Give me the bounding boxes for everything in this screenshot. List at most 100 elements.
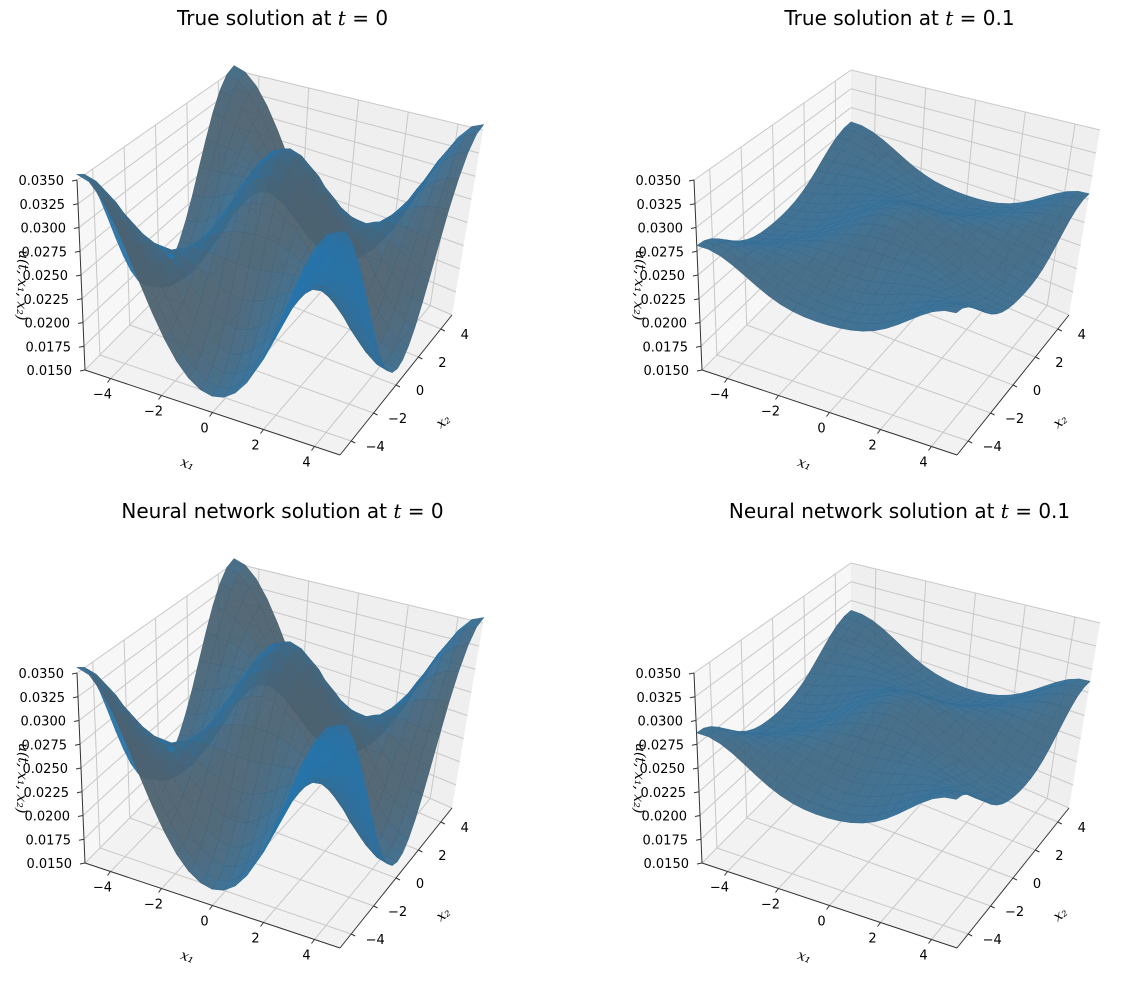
grid-line [77,581,235,698]
title-eq: = [345,6,376,30]
surface [696,121,1090,332]
y-tick [990,412,995,416]
grid-line [850,69,1101,131]
y-tick-label: 2 [438,849,446,864]
x-tick-label: −4 [93,881,112,896]
z-tick-label: 0.0200 [25,810,71,825]
panel-title: True solution at t = 0.1 [617,6,1130,30]
z-tick [695,345,702,348]
x-tick [826,412,830,417]
x-tick-label: 2 [251,932,259,947]
grid-line [694,88,852,205]
x-tick-label: 4 [919,456,927,471]
z-tick-label: 0.0275 [22,245,68,260]
z-tick-label: 0.0275 [22,738,68,753]
z-tick-label: 0.0350 [636,667,682,682]
z-tick [79,862,86,865]
z-tick-label: 0.0250 [640,762,686,777]
grid-line [233,69,484,131]
y-axis-label: x₂ [1050,411,1071,432]
grid-line [746,817,991,907]
x-tick-label: −4 [93,388,112,403]
x-tick [311,939,315,944]
z-tick-label: 0.0350 [19,174,65,189]
z-tick-label: 0.0225 [24,293,70,308]
z-tick [696,369,703,372]
title-eq: = [1008,499,1039,523]
z-tick [692,274,699,277]
y-tick [967,440,973,444]
y-tick [1012,384,1018,388]
grid-line [233,88,480,154]
panel-title: Neural network solution at t = 0.1 [617,499,1130,523]
y-tick [1035,849,1040,853]
z-tick [71,179,78,182]
z-axis-label: u(t, x₁, x₂) [630,250,648,321]
surface-plot: −4−2024−4−20240.01500.01750.02000.02250.… [630,562,1101,967]
z-tick [688,672,695,675]
title-eq: = [953,6,983,30]
z-tick [79,369,86,372]
x-axis-label: x₁ [795,454,813,473]
z-tick-label: 0.0200 [642,810,688,825]
y-tick [373,905,378,909]
y-tick-label: −4 [366,933,385,948]
z-tick [691,743,698,746]
z-tick-label: 0.0350 [19,667,65,682]
grid-line [850,581,1097,647]
x-tick-label: 4 [919,949,927,964]
y-tick-label: 0 [1033,877,1041,892]
z-axis-label: u(t, x₁, x₂) [13,743,31,814]
x-tick [775,888,779,893]
y-tick [1057,328,1063,332]
grid-line [850,562,1101,624]
grid-line [693,562,852,674]
y-tick [395,877,401,881]
z-tick [693,791,700,794]
y-tick-label: 2 [438,356,446,371]
z-tick-label: 0.0300 [638,715,684,730]
z-tick [77,815,84,817]
x-tick [209,412,213,417]
z-tick-label: 0.0325 [20,198,66,213]
z-tick [75,767,82,770]
z-tick [76,298,83,301]
z-tick [78,838,85,841]
y-tick-label: 4 [1078,821,1086,836]
axes-3d: −4−2024−4−20240.01500.01750.02000.02250.… [630,69,1101,474]
z-tick [77,322,84,324]
z-tick [72,203,79,206]
x-tick [311,446,315,451]
back-left-pane [77,563,234,863]
grid-line [696,125,852,252]
grid-line [99,354,352,442]
z-tick-label: 0.0250 [23,762,69,777]
grid-line [695,600,852,721]
x-tick [107,871,111,876]
x-tick [724,378,728,383]
y-tick [440,821,446,825]
z-axis-label: u(t, x₁, x₂) [630,743,648,814]
x-tick-label: 0 [817,422,825,437]
z-tick [74,250,81,253]
z-tick [74,743,81,746]
x-tick-label: −2 [761,405,780,420]
z-tick-label: 0.0175 [26,833,72,848]
grid-line [77,88,235,205]
panel-true-t01: True solution at t = 0.1 −4 −2 0 2 4 −4 −2 0 2 4 0… [617,0,1130,493]
z-tick [688,179,695,182]
y-tick-label: 2 [1055,849,1063,864]
surface-patch [696,240,717,250]
z-tick-label: 0.0150 [27,857,73,872]
z-tick [689,203,696,206]
x-tick [928,446,932,451]
x-tick [724,871,728,876]
z-tick-label: 0.0325 [637,691,683,706]
x-tick [877,922,881,927]
y-tick-label: −4 [983,440,1002,455]
grid-line [693,69,852,181]
z-tick-label: 0.0325 [637,198,683,213]
z-tick [694,322,701,324]
grid-line [696,618,852,745]
title-value: 0.1 [1038,499,1071,523]
